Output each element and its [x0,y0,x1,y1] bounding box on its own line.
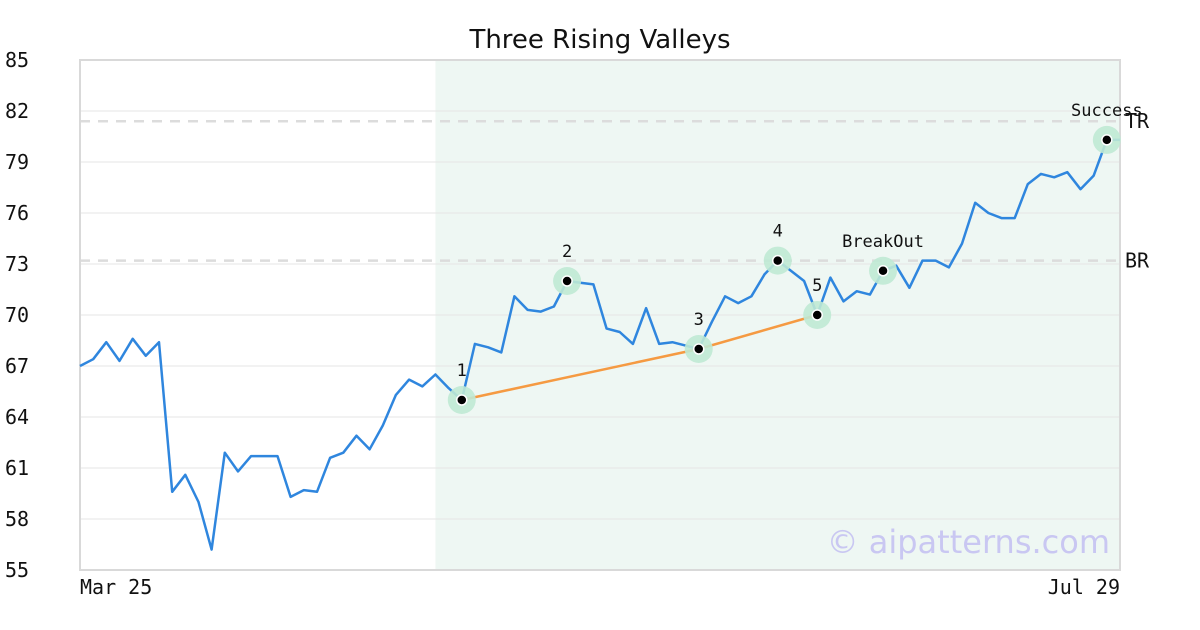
marker-label: 2 [562,242,572,262]
level-label: BR [1125,249,1150,273]
watermark: © aipatterns.com [827,523,1110,561]
y-tick-label: 58 [5,507,29,531]
price-line [79,138,1120,551]
marker-point [1101,134,1113,146]
y-tick-label: 73 [5,252,29,276]
marker-label: 4 [773,222,783,242]
marker-point [456,394,468,406]
x-tick-label: Jul 29 [1048,575,1120,599]
chart-title: Three Rising Valleys [468,25,730,55]
marker-layer: 1 2 3 4 5 BreakOut Success [447,101,1143,414]
x-tick-label: Mar 25 [80,575,152,599]
level-label: TR [1125,109,1150,133]
marker-point [771,254,784,267]
y-tick-label: 67 [5,354,29,378]
y-tick-label: 70 [5,303,29,327]
y-tick-label: 79 [5,150,29,174]
y-tick-label: 55 [5,558,29,582]
series-layer [79,138,1120,551]
marker-point [692,343,705,355]
marker-label: 1 [457,361,467,381]
y-tick-label: 82 [5,99,29,123]
y-tick-label: 64 [5,405,29,429]
marker-label: 3 [694,310,704,330]
marker-label: BreakOut [842,232,924,252]
y-tick-label: 76 [5,201,29,225]
y-axis: 55 58 61 64 67 70 73 76 79 82 85 [5,48,29,582]
y-tick-label: 61 [5,456,29,480]
grid-layer [80,110,1120,520]
marker-point [811,309,823,321]
level-lines: TR BR [80,109,1150,273]
marker-label: Success [1071,101,1143,121]
marker-point [877,265,889,277]
marker-label: 5 [812,276,822,296]
plot-frame [79,59,1121,571]
marker-point [561,275,573,287]
x-axis: Mar 25 Jul 29 [80,575,1120,599]
y-tick-label: 85 [5,48,29,72]
